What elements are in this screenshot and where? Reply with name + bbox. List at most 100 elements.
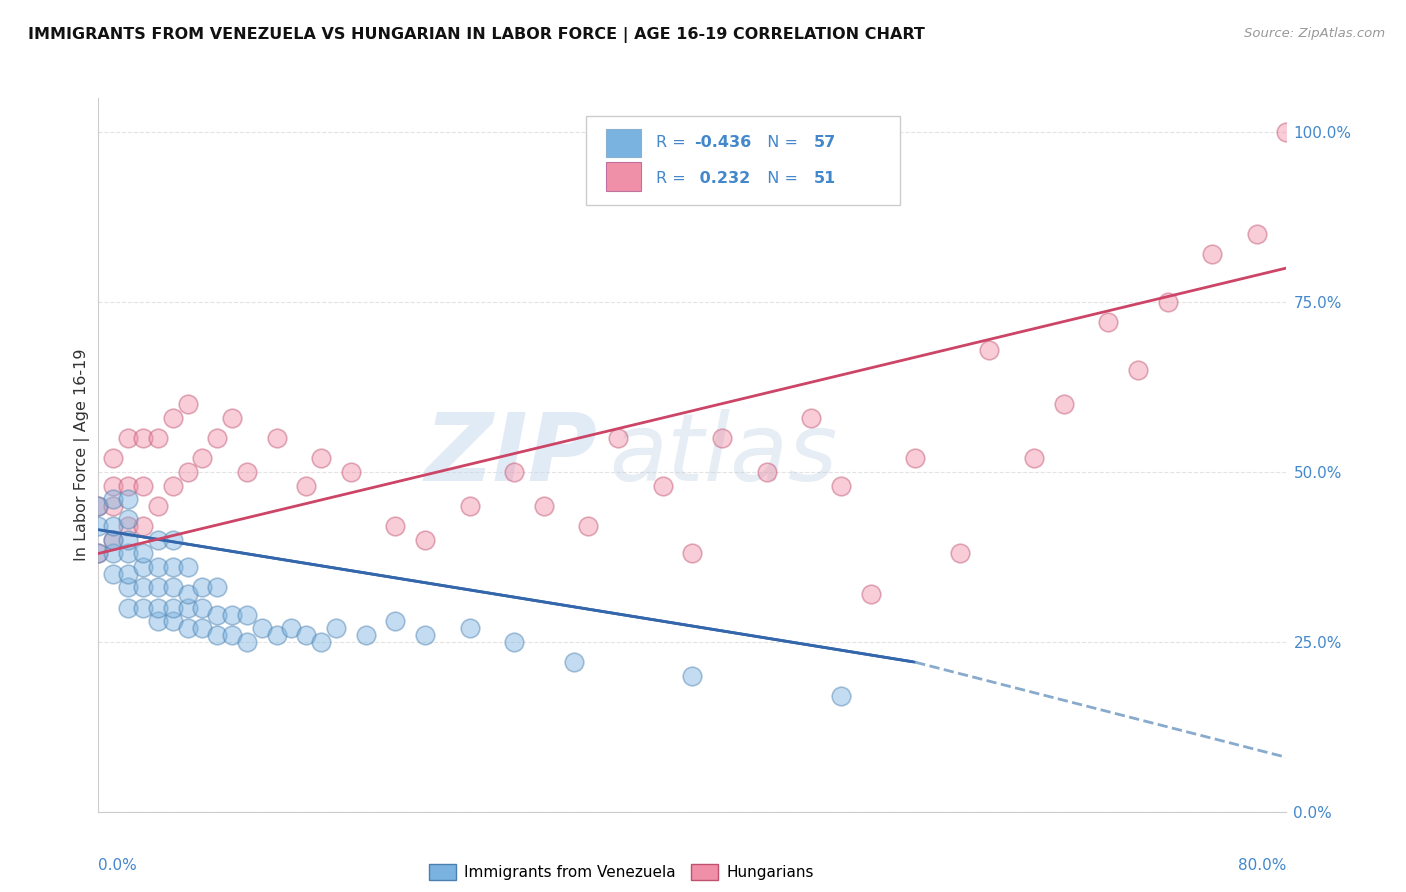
Point [117, 546, 139, 560]
Text: 57: 57 [814, 135, 837, 150]
Point [207, 431, 229, 445]
Point [458, 499, 481, 513]
Point [280, 621, 302, 635]
Point [354, 628, 377, 642]
Point [103, 546, 125, 560]
Point [117, 533, 139, 547]
Point [87, 546, 110, 560]
Point [755, 465, 778, 479]
Text: R =: R = [655, 135, 690, 150]
Point [117, 566, 139, 581]
Point [221, 607, 243, 622]
Point [221, 628, 243, 642]
Point [117, 519, 139, 533]
Point [325, 621, 347, 635]
Point [266, 431, 288, 445]
Text: IMMIGRANTS FROM VENEZUELA VS HUNGARIAN IN LABOR FORCE | AGE 16-19 CORRELATION CH: IMMIGRANTS FROM VENEZUELA VS HUNGARIAN I… [28, 27, 925, 43]
Point [682, 669, 704, 683]
Text: Source: ZipAtlas.com: Source: ZipAtlas.com [1244, 27, 1385, 40]
Text: 0.232: 0.232 [693, 170, 749, 186]
Point [87, 546, 110, 560]
Point [458, 621, 481, 635]
Text: R =: R = [655, 170, 690, 186]
Point [503, 635, 526, 649]
Point [162, 560, 184, 574]
Point [191, 600, 214, 615]
Bar [606, 162, 641, 191]
Point [132, 431, 155, 445]
Point [1022, 451, 1045, 466]
Point [340, 465, 363, 479]
Point [1201, 247, 1223, 261]
Point [1246, 227, 1268, 241]
Point [413, 628, 436, 642]
Point [176, 465, 198, 479]
Point [146, 560, 169, 574]
Point [176, 600, 198, 615]
Point [236, 607, 259, 622]
Point [103, 566, 125, 581]
Point [176, 587, 198, 601]
Point [176, 397, 198, 411]
Point [236, 465, 259, 479]
Text: atlas: atlas [609, 409, 838, 500]
Point [979, 343, 1001, 357]
Point [146, 581, 169, 595]
Text: N =: N = [756, 170, 803, 186]
Point [295, 478, 318, 492]
Point [162, 581, 184, 595]
Point [1275, 125, 1298, 139]
Point [162, 600, 184, 615]
Point [191, 451, 214, 466]
Point [250, 621, 273, 635]
Point [859, 587, 882, 601]
Point [176, 621, 198, 635]
Point [221, 410, 243, 425]
Point [146, 615, 169, 629]
Point [1097, 315, 1119, 329]
Point [117, 600, 139, 615]
Point [132, 600, 155, 615]
Point [1053, 397, 1076, 411]
Point [176, 560, 198, 574]
Point [87, 499, 110, 513]
Point [384, 615, 406, 629]
Point [132, 581, 155, 595]
Point [651, 478, 673, 492]
Point [162, 410, 184, 425]
Point [117, 581, 139, 595]
Point [384, 519, 406, 533]
Point [87, 519, 110, 533]
Text: N =: N = [756, 135, 803, 150]
Point [711, 431, 734, 445]
Point [266, 628, 288, 642]
Point [562, 655, 585, 669]
Point [800, 410, 823, 425]
Point [146, 533, 169, 547]
Point [830, 478, 852, 492]
Point [132, 546, 155, 560]
Point [207, 607, 229, 622]
Point [117, 478, 139, 492]
Point [162, 533, 184, 547]
Text: 0.0%: 0.0% [98, 858, 138, 872]
Point [117, 512, 139, 526]
Text: 51: 51 [814, 170, 837, 186]
Bar [606, 128, 641, 157]
Point [146, 499, 169, 513]
Text: ZIP: ZIP [425, 409, 598, 501]
Point [207, 581, 229, 595]
FancyBboxPatch shape [585, 116, 900, 205]
Point [503, 465, 526, 479]
Point [413, 533, 436, 547]
Point [236, 635, 259, 649]
Point [1156, 295, 1178, 310]
Point [309, 635, 332, 649]
Point [533, 499, 555, 513]
Point [103, 478, 125, 492]
Point [607, 431, 630, 445]
Point [117, 492, 139, 507]
Point [830, 689, 852, 703]
Point [904, 451, 927, 466]
Point [162, 615, 184, 629]
